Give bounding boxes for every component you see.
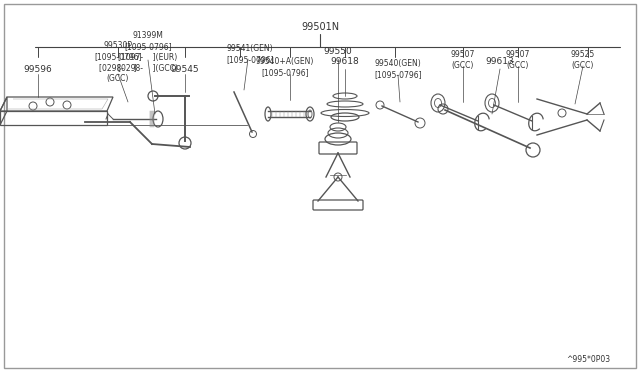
Text: 99550: 99550 — [324, 48, 353, 57]
Text: 99507
(GCC): 99507 (GCC) — [451, 50, 475, 70]
Text: 99596: 99596 — [24, 64, 52, 74]
Text: 99540(GEN)
[1095-0796]: 99540(GEN) [1095-0796] — [374, 59, 422, 79]
Text: 91399M
[1095-0796]
[1097-    ](EUR)
[0298-    ](GCC): 91399M [1095-0796] [1097- ](EUR) [0298- … — [118, 31, 178, 73]
Text: 99525
(GCC): 99525 (GCC) — [571, 50, 595, 70]
Text: 99613: 99613 — [486, 58, 515, 67]
Text: ^995*0P03: ^995*0P03 — [566, 356, 610, 365]
Text: 99530P
[1095-0796]
[0298-    ]
(GCC): 99530P [1095-0796] [0298- ] (GCC) — [94, 41, 142, 83]
Text: 99545: 99545 — [171, 64, 199, 74]
Text: 99618: 99618 — [331, 58, 360, 67]
Text: 99507
(GCC): 99507 (GCC) — [506, 50, 530, 70]
Text: 99541(GEN)
[1095-0796]: 99541(GEN) [1095-0796] — [226, 44, 274, 64]
Text: 99501N: 99501N — [301, 22, 339, 32]
Text: 99540+A(GEN)
[1095-0796]: 99540+A(GEN) [1095-0796] — [256, 57, 314, 77]
